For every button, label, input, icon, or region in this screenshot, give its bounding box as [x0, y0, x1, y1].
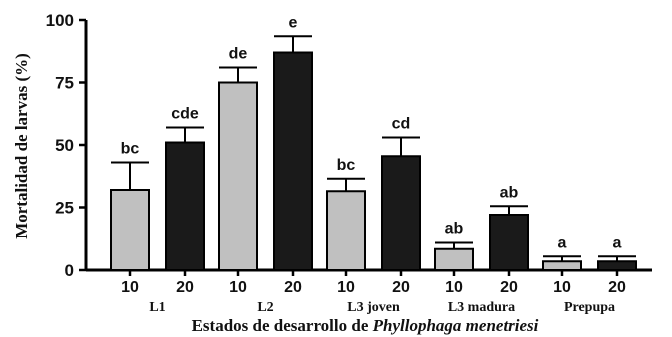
- x-axis-label-species: Phyllophaga menetriesi: [372, 316, 539, 335]
- significance-label: a: [613, 234, 622, 251]
- significance-label: cd: [392, 116, 411, 133]
- significance-label: bc: [121, 141, 140, 158]
- group-label: L3 joven: [347, 300, 400, 315]
- bar: [489, 214, 529, 271]
- bar: [597, 260, 637, 271]
- bar: [434, 247, 474, 271]
- x-tick-label: 20: [176, 279, 194, 296]
- y-tick-label: 50: [55, 136, 74, 155]
- bar: [110, 189, 150, 271]
- bar: [165, 141, 205, 271]
- significance-label: e: [289, 14, 298, 31]
- significance-label: a: [558, 234, 567, 251]
- bar: [381, 155, 421, 271]
- significance-label: de: [229, 46, 248, 63]
- x-tick-label: 10: [445, 279, 463, 296]
- bar: [326, 190, 366, 271]
- x-tick-label: 10: [553, 279, 571, 296]
- bar: [542, 260, 582, 271]
- y-tick-label: 75: [55, 74, 74, 93]
- y-tick-label: 0: [65, 261, 74, 280]
- y-axis-label: Mortalidad de larvas (%): [12, 53, 31, 239]
- significance-label: bc: [337, 157, 356, 174]
- group-label: L2: [257, 300, 273, 315]
- y-tick-label: 25: [55, 199, 74, 218]
- significance-label: cde: [171, 106, 199, 123]
- y-ticks: 0 25 50 75 100: [46, 11, 86, 280]
- x-tick-label: 20: [392, 279, 410, 296]
- y-tick-label: 100: [46, 11, 74, 30]
- x-tick-label: 20: [284, 279, 302, 296]
- significance-label: ab: [500, 184, 519, 201]
- group-label: L3 madura: [448, 300, 515, 315]
- x-tick-label: 10: [121, 279, 139, 296]
- x-tick-label: 10: [337, 279, 355, 296]
- bar: [218, 81, 258, 271]
- bars-layer: bc cde de e bc cd ab ab a a: [110, 14, 637, 271]
- x-axis-label-prefix: Estados de desarrollo de: [192, 316, 373, 335]
- x-ticks: 10 20 L1 10 20 L2 10 20 L3 joven 10 20 L3 madura 10 2…: [121, 270, 626, 315]
- x-tick-label: 20: [500, 279, 518, 296]
- group-label: L1: [149, 300, 165, 315]
- bar: [273, 51, 313, 271]
- x-tick-label: 20: [608, 279, 626, 296]
- x-axis-label: Estados de desarrollo de Phyllophaga men…: [192, 316, 539, 335]
- significance-label: ab: [445, 221, 464, 238]
- x-tick-label: 10: [229, 279, 247, 296]
- group-label: Prepupa: [564, 300, 615, 315]
